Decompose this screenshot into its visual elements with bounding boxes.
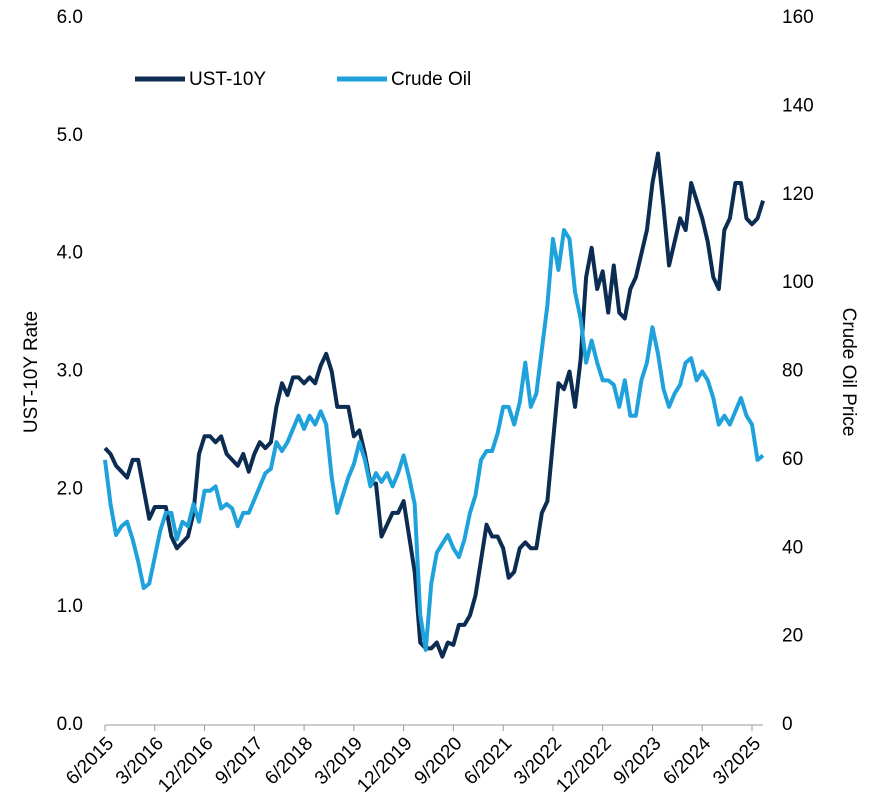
x-tick-label: 9/2020 [411, 733, 467, 789]
series-line [103, 228, 765, 652]
y2-tick-label: 40 [782, 537, 803, 558]
y-axis-label: UST-10Y Rate [21, 311, 42, 433]
y-tick-label: 4.0 [57, 243, 83, 264]
y2-tick-label: 20 [782, 626, 803, 647]
y2-tick-label: 120 [782, 184, 814, 205]
x-tick-label: 6/2018 [261, 733, 317, 789]
x-tick-label: 6/2024 [659, 733, 715, 789]
y-tick-label: 3.0 [57, 361, 83, 382]
y2-tick-label: 100 [782, 272, 814, 293]
y-tick-label: 5.0 [57, 125, 83, 146]
legend-label: Crude Oil [391, 69, 471, 90]
x-tick-label: 12/2022 [552, 733, 615, 796]
x-tick-label: 12/2016 [154, 733, 217, 796]
y-tick-label: 6.0 [57, 7, 83, 28]
legend-label: UST-10Y [189, 69, 266, 90]
y2-tick-label: 140 [782, 95, 814, 116]
x-tick-label: 6/2021 [460, 733, 516, 789]
y2-axis-label: Crude Oil Price [838, 308, 859, 437]
x-tick-label: 9/2017 [211, 733, 267, 789]
series-line [103, 151, 765, 659]
x-tick-label: 3/2025 [709, 733, 765, 789]
y2-tick-label: 60 [782, 449, 803, 470]
x-tick-label: 6/2015 [62, 733, 118, 789]
x-tick-label: 12/2019 [353, 733, 416, 796]
y2-tick-label: 80 [782, 361, 803, 382]
y2-tick-label: 0 [782, 714, 793, 735]
y-tick-label: 1.0 [57, 596, 83, 617]
y2-tick-label: 160 [782, 7, 814, 28]
y-tick-label: 2.0 [57, 478, 83, 499]
x-tick-label: 9/2023 [610, 733, 666, 789]
y-tick-label: 0.0 [57, 714, 83, 735]
